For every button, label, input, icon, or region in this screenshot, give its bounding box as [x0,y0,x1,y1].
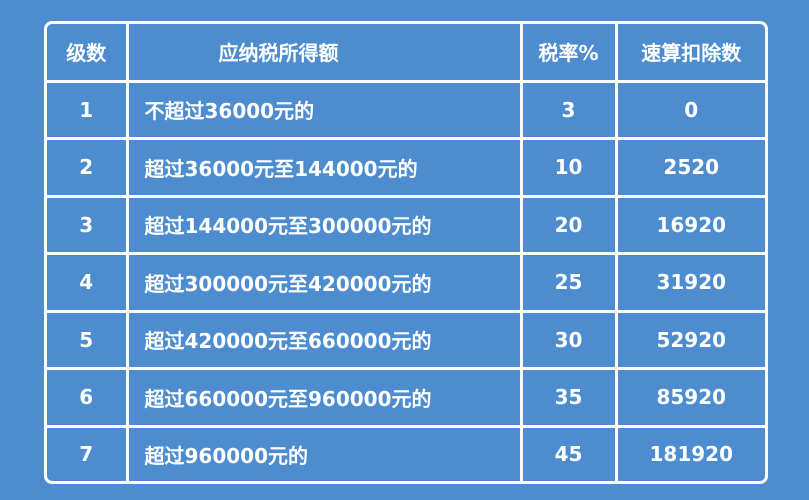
table-cell: 181920 [614,424,765,481]
table-row: 1 不超过36000元的 3 0 [47,79,765,141]
table-cell: 超过420000元至660000元的 [125,309,523,371]
table-cell: 45 [519,424,618,481]
table-cell: 6 [47,367,129,428]
table-cell: 3 [519,79,618,141]
table-cell: 超过960000元的 [125,424,523,481]
table-row: 2 超过36000元至144000元的 10 2520 [47,137,765,198]
tax-table-frame: 级数 应纳税所得额 税率% 速算扣除数 1 不超过36000元的 3 0 2 超过36000元至1… [44,21,768,484]
table-cell: 0 [614,79,765,141]
table-cell: 4 [47,252,129,313]
table-cell: 3 [47,194,129,256]
table-cell: 35 [519,367,618,428]
table-cell: 2520 [614,137,765,198]
tax-table: 级数 应纳税所得额 税率% 速算扣除数 1 不超过36000元的 3 0 2 超过36000元至1… [47,24,765,481]
table-cell: 5 [47,309,129,371]
table-cell: 20 [519,194,618,256]
header-row: 级数 应纳税所得额 税率% 速算扣除数 [47,24,765,83]
table-cell: 52920 [614,309,765,371]
table-cell: 16920 [614,194,765,256]
table-row: 7 超过960000元的 45 181920 [47,424,765,481]
header-cell: 税率% [519,24,618,83]
table-cell: 7 [47,424,129,481]
table-cell: 超过660000元至960000元的 [125,367,523,428]
table-cell: 25 [519,252,618,313]
table-row: 4 超过300000元至420000元的 25 31920 [47,252,765,313]
header-cell: 应纳税所得额 [125,24,523,83]
table-cell: 85920 [614,367,765,428]
table-row: 6 超过660000元至960000元的 35 85920 [47,367,765,428]
table-cell: 超过144000元至300000元的 [125,194,523,256]
table-cell: 不超过36000元的 [125,79,523,141]
table-body: 级数 应纳税所得额 税率% 速算扣除数 1 不超过36000元的 3 0 2 超过36000元至1… [47,24,765,481]
table-cell: 2 [47,137,129,198]
table-cell: 10 [519,137,618,198]
table-row: 3 超过144000元至300000元的 20 16920 [47,194,765,256]
header-cell: 速算扣除数 [614,24,765,83]
table-cell: 超过36000元至144000元的 [125,137,523,198]
table-row: 5 超过420000元至660000元的 30 52920 [47,309,765,371]
table-cell: 30 [519,309,618,371]
table-cell: 1 [47,79,129,141]
table-cell: 31920 [614,252,765,313]
header-cell: 级数 [47,24,129,83]
table-cell: 超过300000元至420000元的 [125,252,523,313]
